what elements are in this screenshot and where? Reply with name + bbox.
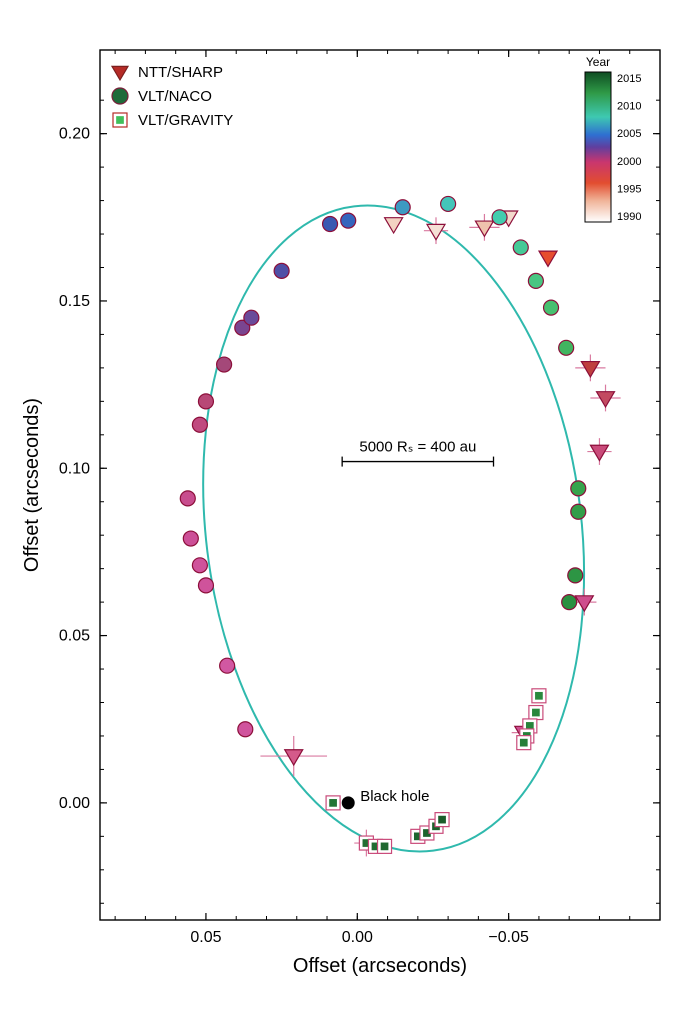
data-point — [395, 200, 410, 215]
data-point — [441, 196, 456, 211]
year-colorbar — [585, 72, 611, 222]
data-point — [192, 417, 207, 432]
data-point — [244, 310, 259, 325]
legend-item-label: VLT/GRAVITY — [138, 112, 233, 129]
orbit-chart: 0.05 0.00 −0.05 0.00 0.05 0.10 0.15 0.20 Offset … — [0, 0, 700, 1035]
data-point — [544, 300, 559, 315]
svg-text:0.10: 0.10 — [59, 460, 90, 477]
data-point — [183, 531, 198, 546]
data-point — [217, 357, 232, 372]
svg-text:0.15: 0.15 — [59, 293, 90, 310]
data-point — [513, 240, 528, 255]
y-axis-label: Offset (arcseconds) — [21, 398, 43, 572]
x-axis-label: Offset (arcseconds) — [293, 955, 467, 977]
legend-item-label: VLT/NACO — [138, 88, 212, 105]
data-point — [562, 595, 577, 610]
black-hole-marker — [342, 796, 355, 809]
colorbar-tick-label: 2000 — [617, 156, 641, 168]
data-point — [571, 504, 586, 519]
colorbar-tick-label: 2015 — [617, 73, 641, 85]
data-point — [492, 210, 507, 225]
colorbar-tick-label: 1995 — [617, 183, 641, 195]
data-point — [568, 568, 583, 583]
data-point — [274, 263, 289, 278]
data-point — [180, 491, 195, 506]
data-point — [220, 658, 235, 673]
colorbar-tick-label: 2005 — [617, 128, 641, 140]
black-hole-label: Black hole — [360, 788, 429, 805]
data-point — [198, 578, 213, 593]
data-point — [341, 213, 356, 228]
data-point — [528, 273, 543, 288]
data-point — [198, 394, 213, 409]
svg-text:0.00: 0.00 — [59, 795, 90, 812]
data-point — [192, 558, 207, 573]
colorbar-title: Year — [586, 55, 610, 69]
legend-item-label: NTT/SHARP — [138, 64, 223, 81]
colorbar-tick-label: 2010 — [617, 101, 641, 113]
data-point — [571, 481, 586, 496]
svg-text:0.00: 0.00 — [342, 929, 373, 946]
svg-text:0.20: 0.20 — [59, 126, 90, 143]
scale-bar-label: 5000 Rₛ = 400 au — [359, 439, 476, 456]
data-point — [559, 340, 574, 355]
svg-text:−0.05: −0.05 — [488, 929, 529, 946]
data-point — [238, 722, 253, 737]
svg-text:0.05: 0.05 — [59, 628, 90, 645]
data-point — [323, 217, 338, 232]
svg-text:0.05: 0.05 — [190, 929, 221, 946]
colorbar-tick-label: 1990 — [617, 211, 641, 223]
